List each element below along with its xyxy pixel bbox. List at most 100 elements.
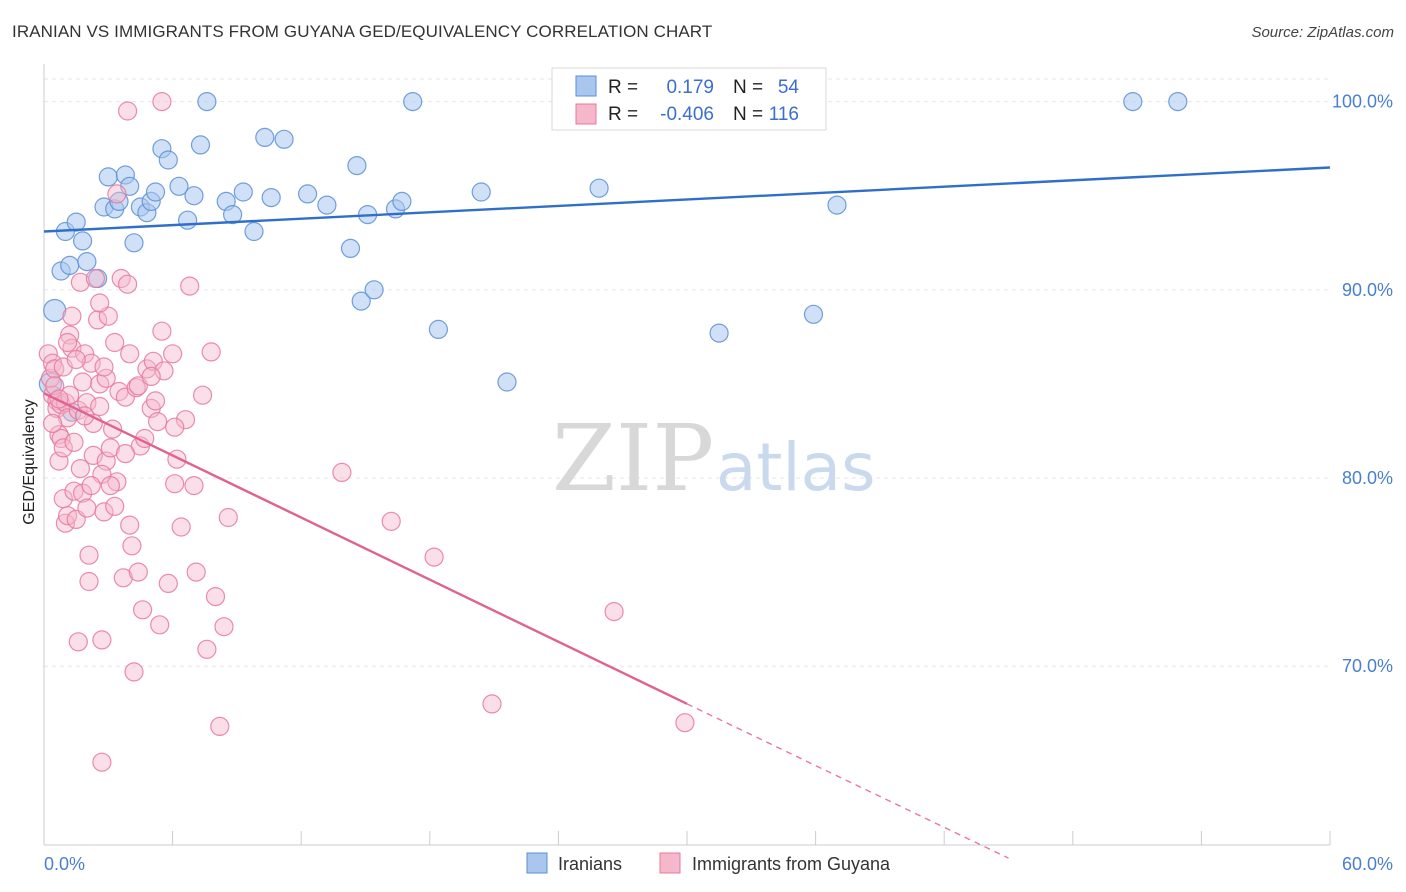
guyana-point bbox=[150, 615, 170, 635]
x-tick-label-min: 0.0% bbox=[44, 854, 85, 874]
bottom-legend-iranians: Iranians bbox=[558, 854, 622, 874]
y-tick-label: 70.0% bbox=[1342, 656, 1393, 676]
iranians-point bbox=[497, 372, 517, 392]
guyana-point bbox=[124, 662, 144, 682]
iranians-point bbox=[72, 231, 93, 251]
guyana-point bbox=[92, 630, 112, 650]
guyana-point bbox=[94, 502, 114, 522]
guyana-point bbox=[70, 272, 91, 292]
guyana-point bbox=[100, 438, 121, 458]
bottom-legend: Iranians Immigrants from Guyana bbox=[526, 852, 891, 874]
guyana-point bbox=[152, 91, 172, 112]
guyana-point bbox=[167, 449, 187, 469]
bottom-legend-swatch-iranians bbox=[526, 852, 548, 874]
legend-n-iranians: 54 bbox=[778, 77, 800, 98]
guyana-point bbox=[141, 366, 161, 386]
bottom-legend-swatch-guyana bbox=[659, 852, 681, 874]
guyana-point bbox=[94, 357, 114, 377]
guyana-point bbox=[186, 562, 206, 582]
legend-r-iranians: 0.179 bbox=[666, 77, 714, 98]
guyana-point bbox=[197, 639, 217, 659]
trend-lines bbox=[43, 166, 1331, 859]
guyana-point bbox=[53, 438, 73, 458]
guyana-point bbox=[205, 586, 226, 607]
guyana-point bbox=[158, 573, 178, 594]
iranians-point bbox=[274, 129, 294, 149]
guyana-point bbox=[87, 310, 108, 330]
guyana-point bbox=[105, 332, 125, 353]
iranians-point bbox=[124, 233, 144, 253]
iranians-point bbox=[197, 91, 217, 112]
y-tick-label: 90.0% bbox=[1342, 280, 1393, 300]
guyana-point bbox=[201, 342, 221, 362]
guyana-point bbox=[79, 571, 99, 592]
guyana-point bbox=[55, 513, 76, 533]
guyana-point bbox=[184, 476, 204, 496]
y-tick-labels: 70.0% 80.0% 90.0% 100.0% bbox=[1332, 92, 1393, 677]
legend-frame bbox=[551, 67, 827, 131]
guyana-point bbox=[100, 476, 121, 496]
guyana-point bbox=[175, 410, 196, 430]
guyana-point bbox=[42, 413, 63, 433]
iranians-point bbox=[158, 150, 178, 170]
legend-n-guyana: 116 bbox=[769, 104, 799, 125]
source-note: Source: ZipAtlas.com bbox=[1251, 24, 1394, 41]
guyana-point bbox=[120, 344, 140, 364]
guyana-point bbox=[92, 752, 112, 772]
guyana-point bbox=[117, 101, 138, 121]
guyana-point bbox=[77, 498, 97, 518]
iranians-trend-line bbox=[43, 166, 1331, 233]
iranians-point bbox=[169, 176, 189, 196]
guyana-point bbox=[165, 417, 185, 437]
iranians-point bbox=[317, 195, 337, 215]
guyana-point bbox=[210, 716, 230, 737]
guyana-point bbox=[57, 332, 78, 353]
guyana-point bbox=[163, 344, 183, 364]
guyana-point bbox=[68, 632, 88, 652]
guyana-point bbox=[482, 694, 502, 714]
iranians-point bbox=[347, 156, 367, 176]
guyana-point bbox=[154, 361, 174, 381]
legend-swatch-guyana bbox=[575, 103, 597, 125]
guyana-point bbox=[214, 617, 234, 637]
iranians-point bbox=[66, 212, 86, 232]
guyana-point bbox=[57, 408, 78, 428]
guyana-point bbox=[128, 562, 148, 582]
iranians-point bbox=[244, 221, 264, 242]
watermark: ZIP atlas bbox=[552, 405, 876, 512]
iranians-point bbox=[261, 188, 281, 208]
legend-box: R = 0.179 N = 54 R = -0.406 N = 116 bbox=[551, 67, 827, 131]
iranians-point bbox=[351, 291, 371, 311]
guyana-point bbox=[70, 459, 91, 479]
legend-n-label-iranians: N = bbox=[733, 77, 763, 98]
guyana-point bbox=[424, 547, 444, 567]
gridlines bbox=[44, 78, 1330, 667]
iranians-point bbox=[178, 210, 198, 230]
guyana-point bbox=[171, 517, 191, 537]
iranians-point bbox=[184, 186, 204, 206]
guyana-point bbox=[113, 568, 133, 588]
guyana-point bbox=[148, 412, 168, 432]
guyana-point bbox=[81, 476, 101, 496]
bottom-legend-guyana: Immigrants from Guyana bbox=[692, 854, 891, 874]
legend-r-label-guyana: R = bbox=[608, 104, 638, 125]
guyana-point bbox=[218, 507, 238, 528]
guyana-trend-line bbox=[43, 392, 688, 705]
guyana-point bbox=[128, 376, 148, 396]
iranians-point bbox=[233, 182, 253, 202]
guyana-point bbox=[165, 474, 185, 494]
guyana-point bbox=[107, 184, 127, 204]
y-tick-label: 100.0% bbox=[1332, 92, 1393, 112]
guyana-point bbox=[64, 432, 84, 452]
legend-r-label-iranians: R = bbox=[608, 77, 638, 98]
iranians-point bbox=[428, 319, 448, 339]
guyana-point bbox=[62, 306, 82, 326]
guyana-point bbox=[133, 600, 153, 620]
guyana-point bbox=[49, 389, 69, 409]
iranians-point bbox=[109, 191, 129, 211]
iranians-point bbox=[1123, 91, 1143, 112]
iranians-point bbox=[98, 167, 118, 187]
legend-n-label-guyana: N = bbox=[733, 104, 763, 125]
x-tick-label-max: 60.0% bbox=[1342, 854, 1393, 874]
